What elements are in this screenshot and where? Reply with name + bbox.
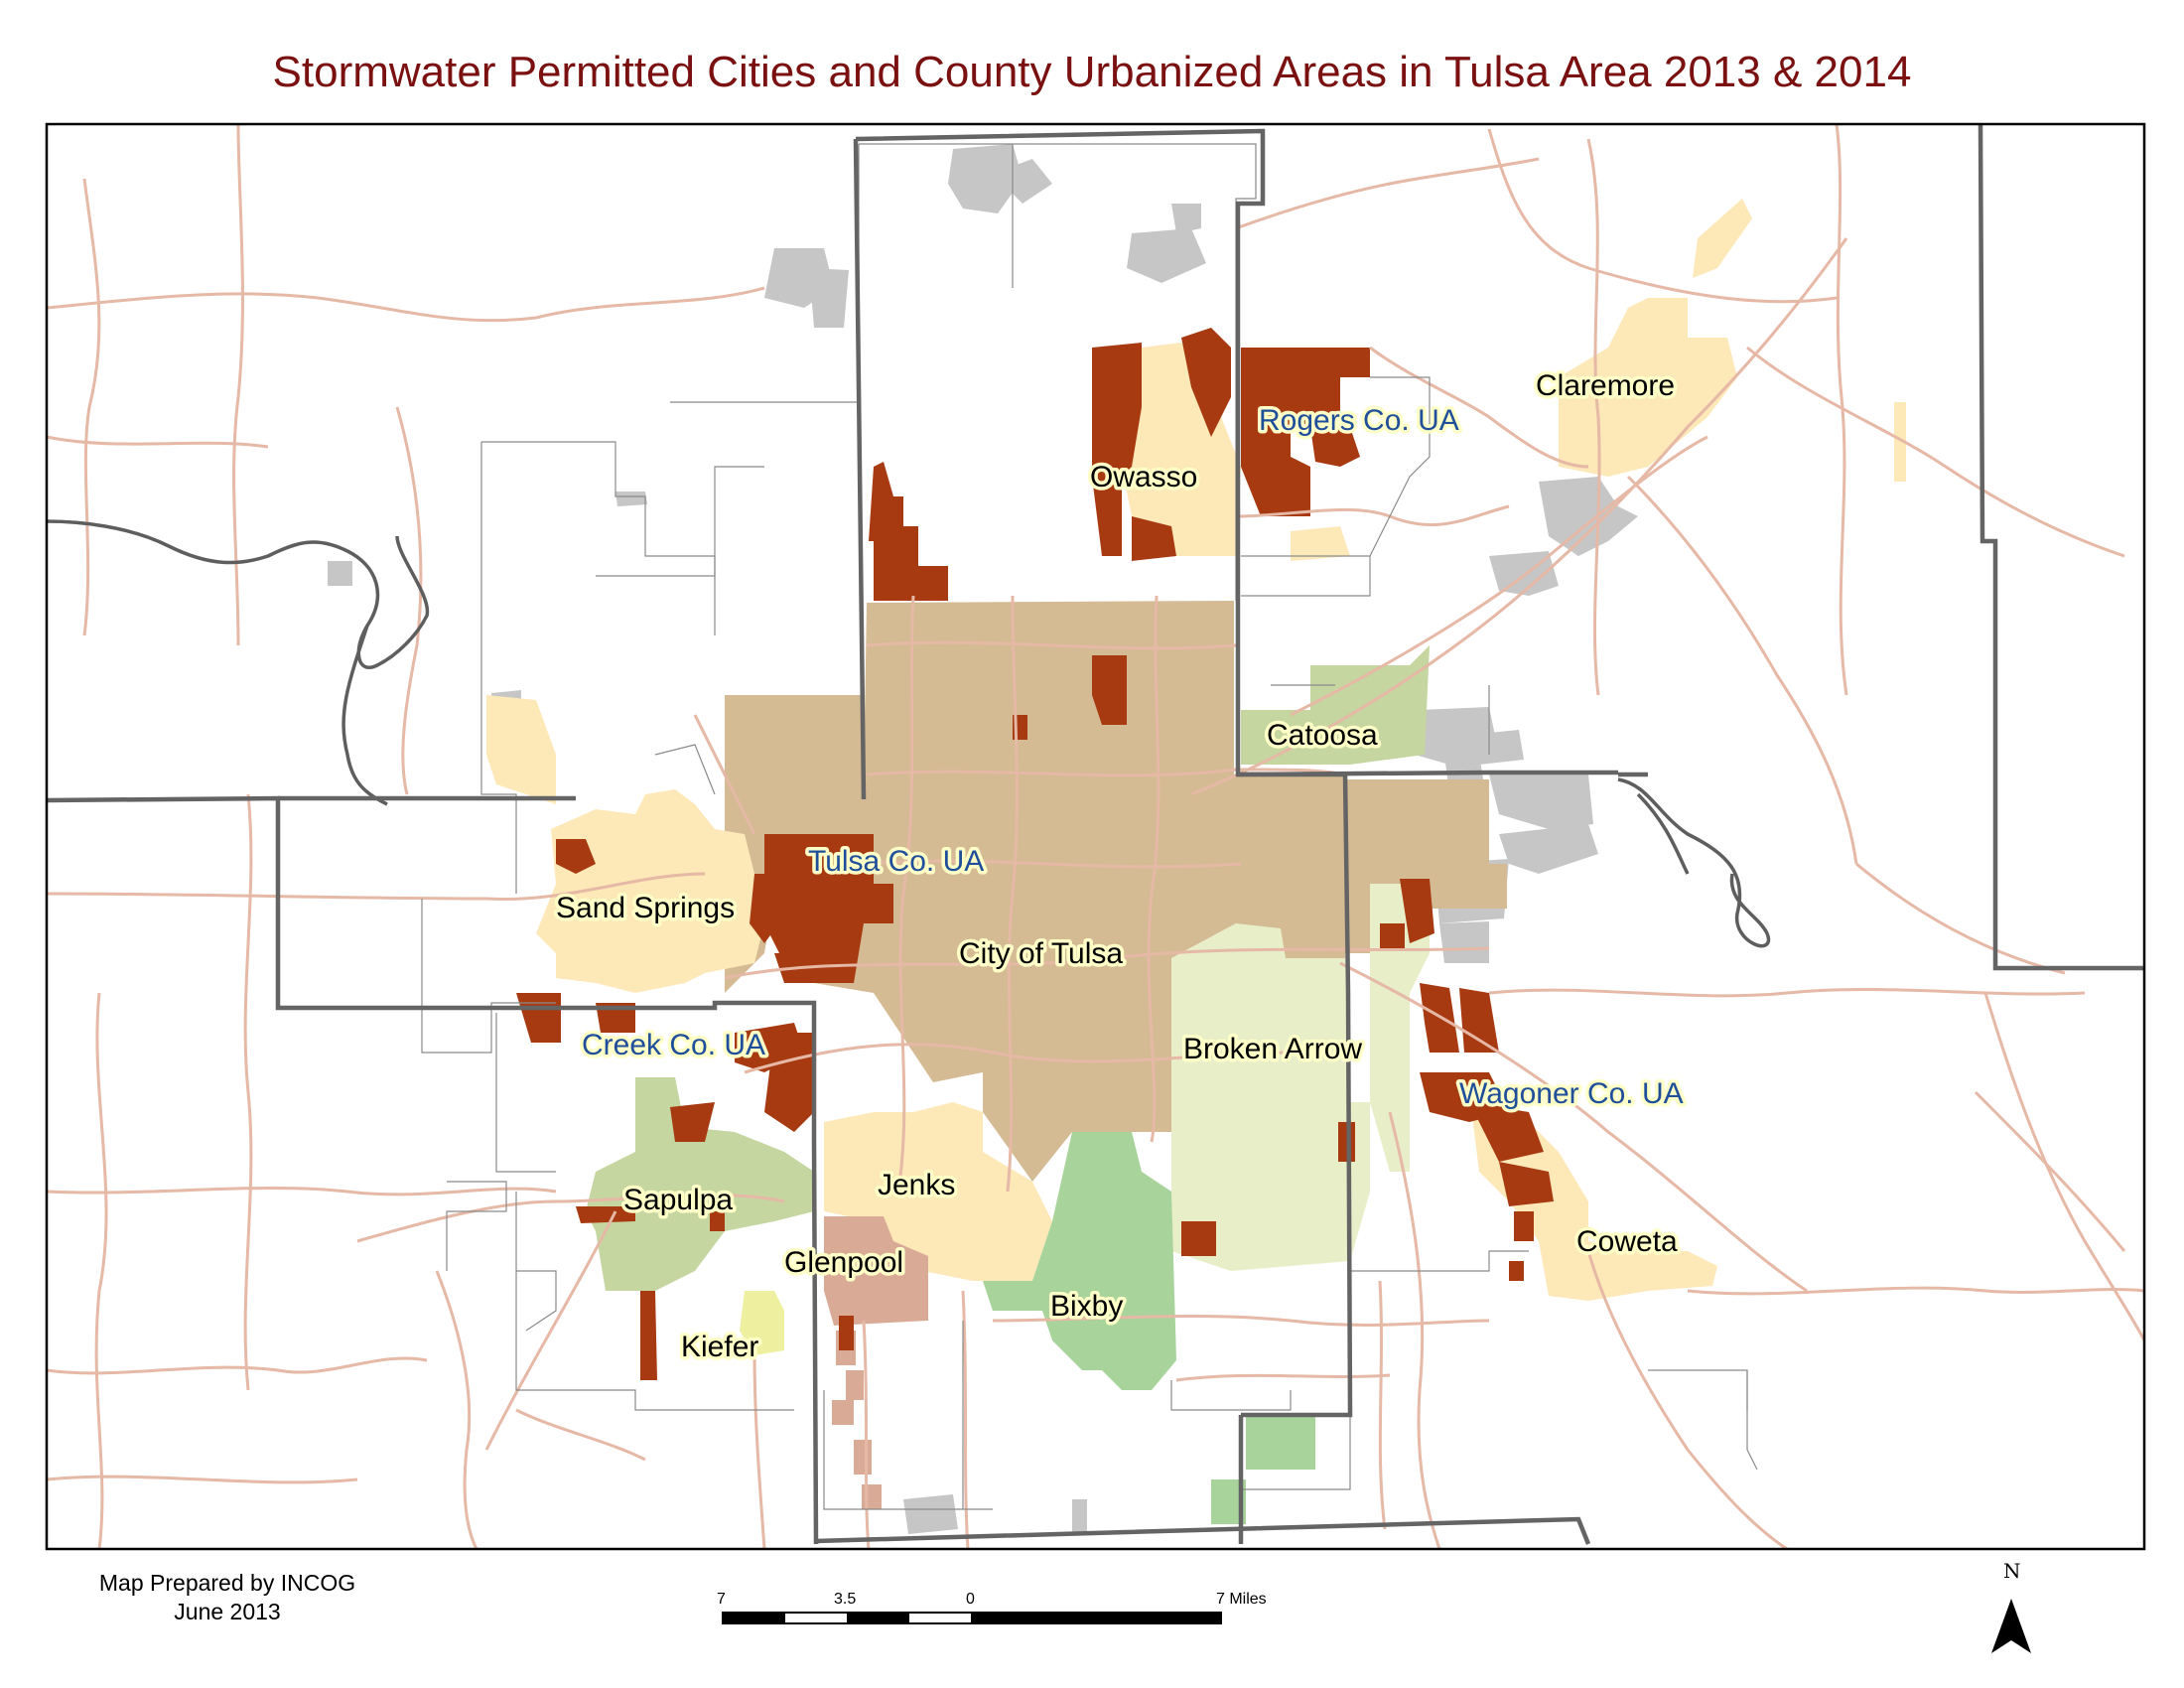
claremore-east-strip <box>1894 402 1906 482</box>
map-credit: Map Prepared by INCOG June 2013 <box>64 1569 391 1626</box>
city-of-tulsa-area <box>725 601 1345 1182</box>
sand-springs-area <box>536 789 764 993</box>
label-glenpool: Glenpool <box>784 1246 903 1279</box>
catoosa-area <box>1241 645 1430 765</box>
bixby-area <box>983 1132 1176 1390</box>
jenks-area <box>824 1102 1052 1281</box>
county-ua-areas <box>516 328 1554 1380</box>
label-kiefer: Kiefer <box>681 1331 758 1363</box>
credit-line-1: Map Prepared by INCOG <box>98 1570 356 1596</box>
label-bixby: Bixby <box>1050 1290 1123 1323</box>
county-boundaries <box>46 123 2144 1545</box>
label-sapulpa: Sapulpa <box>623 1184 733 1216</box>
label-rogers-ua: Rogers Co. UA <box>1259 404 1459 437</box>
label-wagoner-ua: Wagoner Co. UA <box>1459 1077 1684 1110</box>
label-broken-arrow: Broken Arrow <box>1183 1033 1362 1065</box>
label-sand-springs: Sand Springs <box>556 892 735 924</box>
label-coweta: Coweta <box>1576 1225 1678 1258</box>
glenpool-area <box>824 1216 928 1326</box>
scale-bar: 7 3.5 0 7 Miles <box>717 1591 1267 1624</box>
label-city-of-tulsa: City of Tulsa <box>959 937 1123 970</box>
scale-tick-right: 7 Miles <box>1216 1591 1267 1608</box>
broken-arrow-area <box>1171 923 1370 1271</box>
sand-springs-north <box>486 695 556 804</box>
scale-tick-left: 7 <box>717 1591 726 1608</box>
owasso-south <box>1291 526 1350 561</box>
sapulpa-area <box>586 1077 814 1291</box>
north-arrow-label: N <box>2003 1559 2021 1583</box>
label-owasso: Owasso <box>1090 461 1197 493</box>
gray-areas <box>328 144 1638 1534</box>
credit-line-2: June 2013 <box>174 1599 281 1624</box>
label-jenks: Jenks <box>878 1169 955 1201</box>
label-creek-ua: Creek Co. UA <box>582 1029 765 1061</box>
map-frame-border <box>45 122 2146 1551</box>
scale-bar-segment <box>847 1613 909 1623</box>
broken-arrow-east <box>1370 884 1430 1172</box>
north-arrow: N <box>1991 1559 2031 1653</box>
claremore-area <box>1559 298 1737 477</box>
map-title: Stormwater Permitted Cities and County U… <box>272 48 1912 96</box>
label-tulsa-ua: Tulsa Co. UA <box>808 845 984 878</box>
scale-bar-segment <box>723 1613 785 1623</box>
label-claremore: Claremore <box>1536 369 1675 402</box>
label-catoosa: Catoosa <box>1267 719 1378 752</box>
scale-tick-mid: 3.5 <box>834 1591 856 1608</box>
tulsa-north-west-lobe <box>725 695 864 784</box>
north-arrow-icon <box>1991 1599 2031 1653</box>
rivers <box>46 519 1771 948</box>
scale-bar-segment <box>971 1613 1221 1623</box>
claremore-north <box>1693 199 1752 278</box>
bixby-south-tract <box>1246 1415 1315 1470</box>
scale-tick-zero: 0 <box>966 1591 975 1608</box>
kiefer-area <box>740 1291 784 1355</box>
